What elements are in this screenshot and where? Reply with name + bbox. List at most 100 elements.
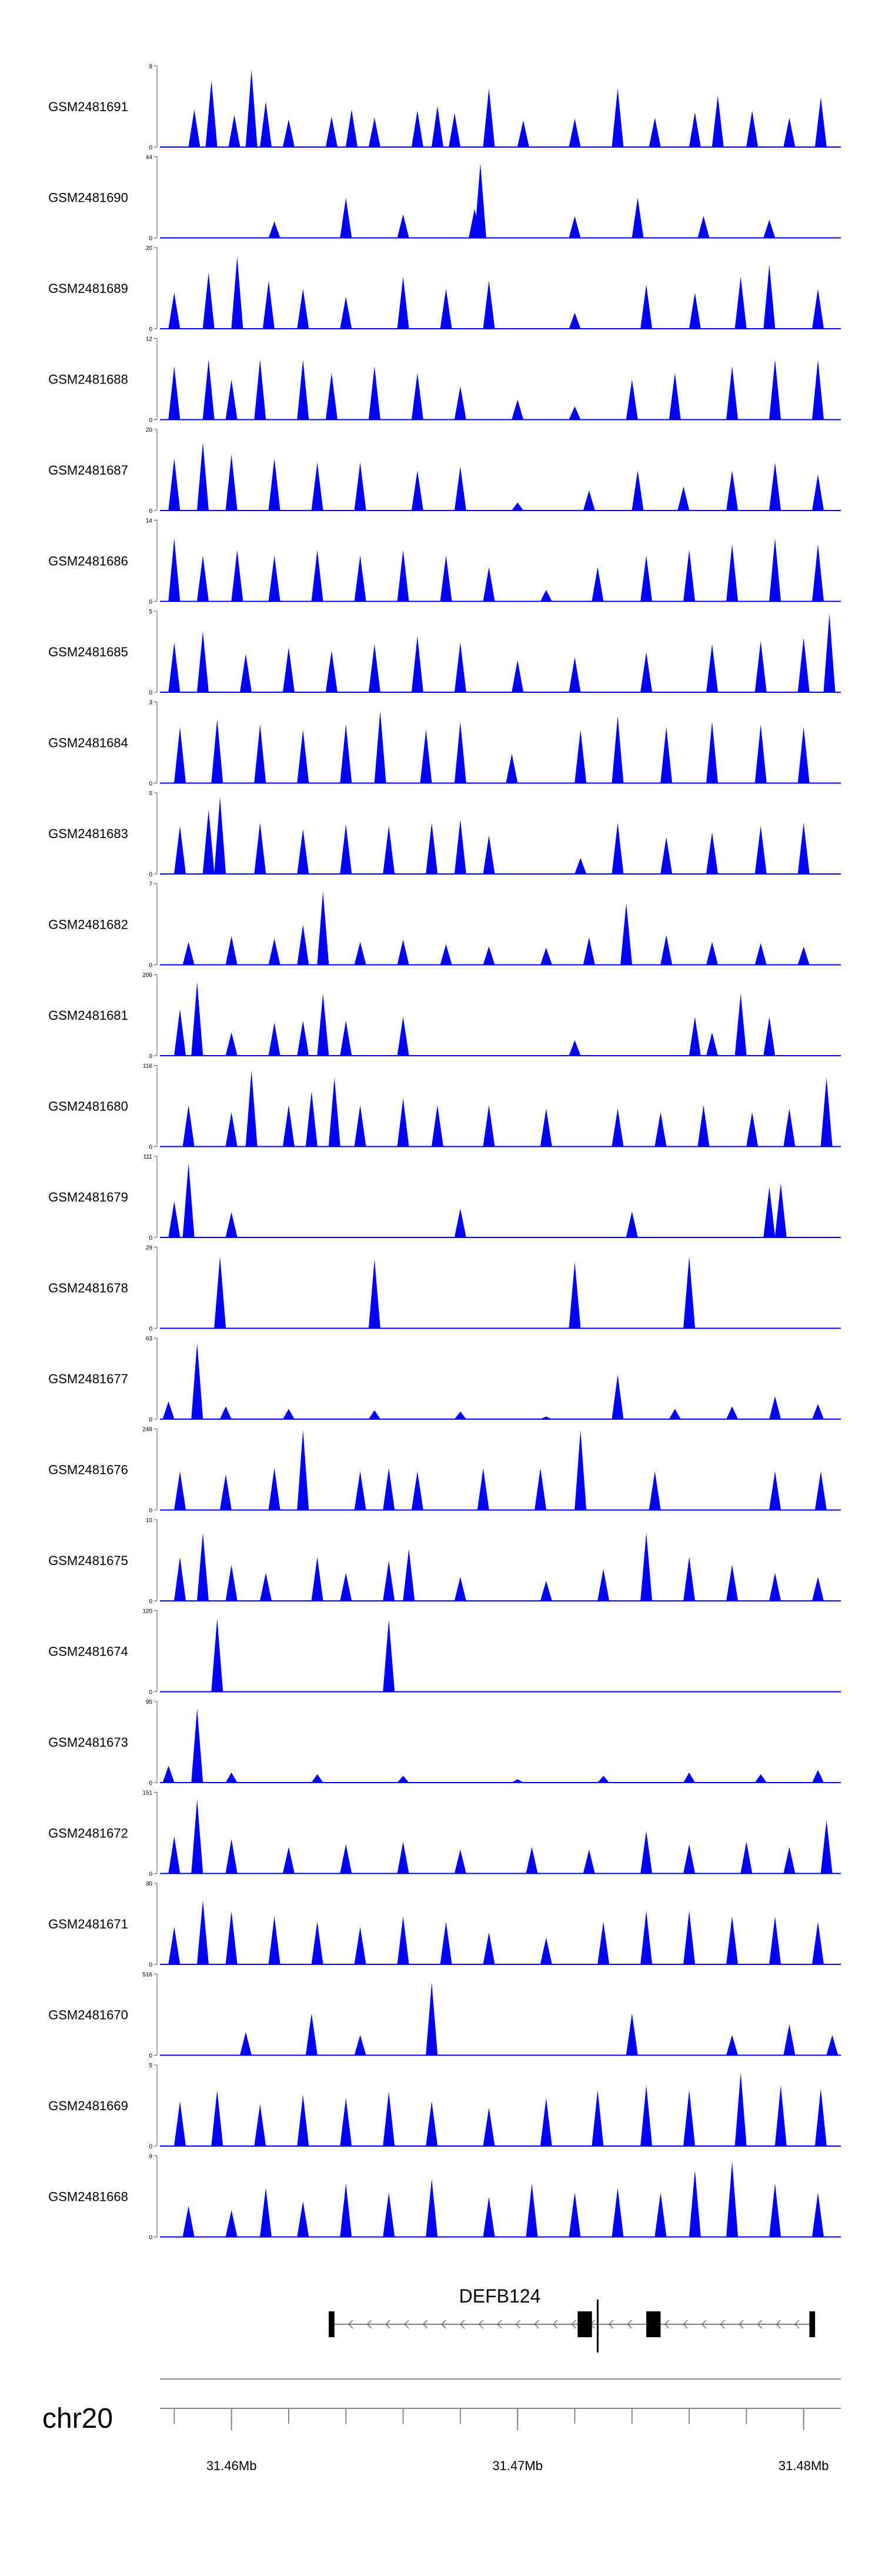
track-label: GSM2481673 — [48, 1735, 128, 1750]
signal-peak — [814, 97, 827, 147]
signal-peak — [225, 1032, 238, 1056]
signal-peak — [726, 2161, 739, 2237]
strand-arrow — [571, 2320, 577, 2329]
y-max-label: 10 — [146, 1517, 153, 1524]
signal-peak — [812, 474, 824, 510]
y-max-label: 120 — [142, 1609, 152, 1615]
signal-peak — [340, 2098, 352, 2146]
signal-peak — [297, 2094, 309, 2146]
track-gsm2481668: GSM2481668 9 0 — [48, 2154, 841, 2241]
signal-peak — [689, 2170, 701, 2237]
signal-peak — [540, 590, 552, 602]
signal-peak — [826, 2035, 838, 2056]
track-gsm2481669: GSM2481669 5 0 — [48, 2063, 841, 2150]
signal-peak — [626, 1211, 638, 1237]
track-label: GSM2481685 — [48, 645, 128, 659]
y-min-label: 0 — [149, 690, 152, 696]
signal-peak — [540, 1416, 552, 1419]
signal-peak — [726, 1564, 739, 1601]
strand-arrow — [739, 2320, 744, 2329]
signal-peak — [769, 1471, 781, 1510]
signal-peak — [726, 1406, 739, 1419]
signal-peak — [431, 1105, 443, 1147]
y-max-label: 20 — [146, 427, 153, 433]
strand-arrow — [460, 2320, 465, 2329]
signal-peak — [726, 471, 739, 510]
signal-peak — [383, 826, 395, 874]
signal-peak — [612, 1109, 624, 1147]
signal-peak — [397, 550, 409, 602]
signal-peak — [260, 1573, 272, 1601]
signal-peak — [245, 69, 258, 148]
signal-peak — [754, 826, 767, 874]
signal-peak — [583, 937, 595, 965]
track-gsm2481675: GSM2481675 10 0 — [48, 1517, 841, 1605]
signal-peak — [254, 2104, 266, 2146]
signal-peak — [325, 373, 338, 420]
signal-peak — [168, 1201, 181, 1237]
signal-peak — [689, 1016, 701, 1056]
signal-peak — [205, 80, 218, 147]
track-gsm2481684: GSM2481684 3 0 — [48, 700, 841, 788]
signal-peak — [823, 613, 836, 692]
signal-peak — [325, 650, 338, 692]
signal-peak — [583, 1849, 595, 1874]
track-gsm2481673: GSM2481673 95 0 — [48, 1699, 841, 1787]
signal-peak — [174, 1557, 186, 1601]
strand-arrow — [683, 2320, 688, 2329]
signal-peak — [354, 2035, 366, 2056]
signal-peak — [640, 2085, 653, 2146]
signal-peak — [512, 502, 524, 510]
signal-peak — [612, 88, 624, 147]
y-min-label: 0 — [149, 1962, 152, 1968]
signal-peak — [297, 829, 309, 874]
signal-peak — [812, 2192, 824, 2237]
signal-peak — [597, 1569, 610, 1601]
signal-peak — [368, 118, 380, 147]
track-gsm2481679: GSM2481679 111 0 — [48, 1154, 841, 1242]
y-max-label: 95 — [146, 1699, 153, 1706]
signal-peak — [763, 219, 776, 238]
signal-peak — [225, 936, 238, 965]
signal-peak — [254, 359, 266, 420]
signal-peak — [483, 567, 495, 602]
signal-peak — [574, 729, 587, 783]
signal-peak — [340, 2183, 352, 2237]
y-max-label: 116 — [143, 1063, 152, 1070]
signal-peak — [763, 1187, 776, 1237]
signal-peak — [440, 289, 452, 329]
track-label: GSM2481687 — [48, 463, 128, 478]
signal-peak — [632, 471, 644, 510]
signal-peak — [569, 1262, 581, 1329]
signal-peak — [483, 1105, 495, 1147]
track-gsm2481670: GSM2481670 516 0 — [48, 1972, 841, 2060]
signal-peak — [245, 1070, 258, 1147]
signal-peak — [706, 644, 719, 692]
signal-peak — [454, 722, 466, 783]
track-gsm2481689: GSM2481689 20 0 — [48, 245, 841, 333]
signal-peak — [592, 2090, 604, 2146]
signal-peak — [340, 1573, 352, 1601]
strand-arrow — [385, 2320, 390, 2329]
track-gsm2481672: GSM2481672 151 0 — [48, 1790, 841, 1878]
signal-peak — [783, 1847, 796, 1874]
signal-peak — [268, 458, 280, 510]
signal-peak — [182, 942, 195, 965]
signal-peak — [311, 550, 323, 602]
signal-peak — [569, 216, 581, 238]
track-label: GSM2481688 — [48, 372, 128, 387]
signal-peak — [512, 399, 524, 420]
signal-peak — [368, 1259, 380, 1329]
signal-peak — [168, 642, 181, 692]
signal-peak — [297, 729, 309, 783]
signal-peak — [426, 1982, 438, 2056]
signal-peak — [214, 797, 226, 874]
signal-peak — [239, 2031, 252, 2056]
signal-peak — [426, 822, 438, 874]
signal-peak — [297, 2201, 309, 2237]
y-min-label: 0 — [149, 326, 152, 333]
signal-peak — [454, 819, 466, 874]
signal-peak — [754, 943, 767, 965]
signal-peak — [254, 724, 266, 783]
signal-peak — [746, 1112, 759, 1147]
